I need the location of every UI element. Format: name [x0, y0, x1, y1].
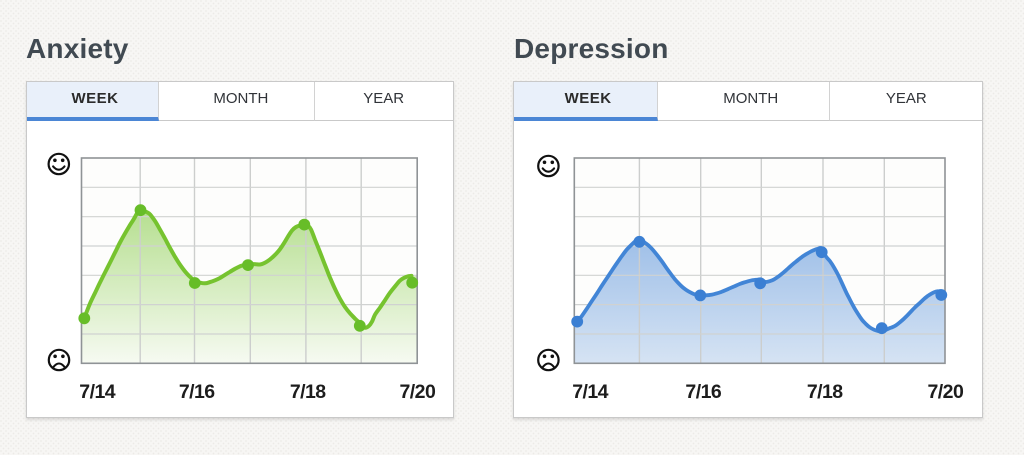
svg-text:7/16: 7/16 — [179, 381, 215, 403]
svg-text:7/18: 7/18 — [290, 381, 326, 403]
svg-text:7/20: 7/20 — [400, 381, 436, 403]
svg-text:7/16: 7/16 — [685, 381, 721, 403]
svg-text:7/14: 7/14 — [79, 381, 115, 403]
svg-text:7/18: 7/18 — [807, 381, 843, 403]
svg-text:7/20: 7/20 — [927, 381, 963, 403]
svg-text:7/14: 7/14 — [572, 381, 608, 403]
